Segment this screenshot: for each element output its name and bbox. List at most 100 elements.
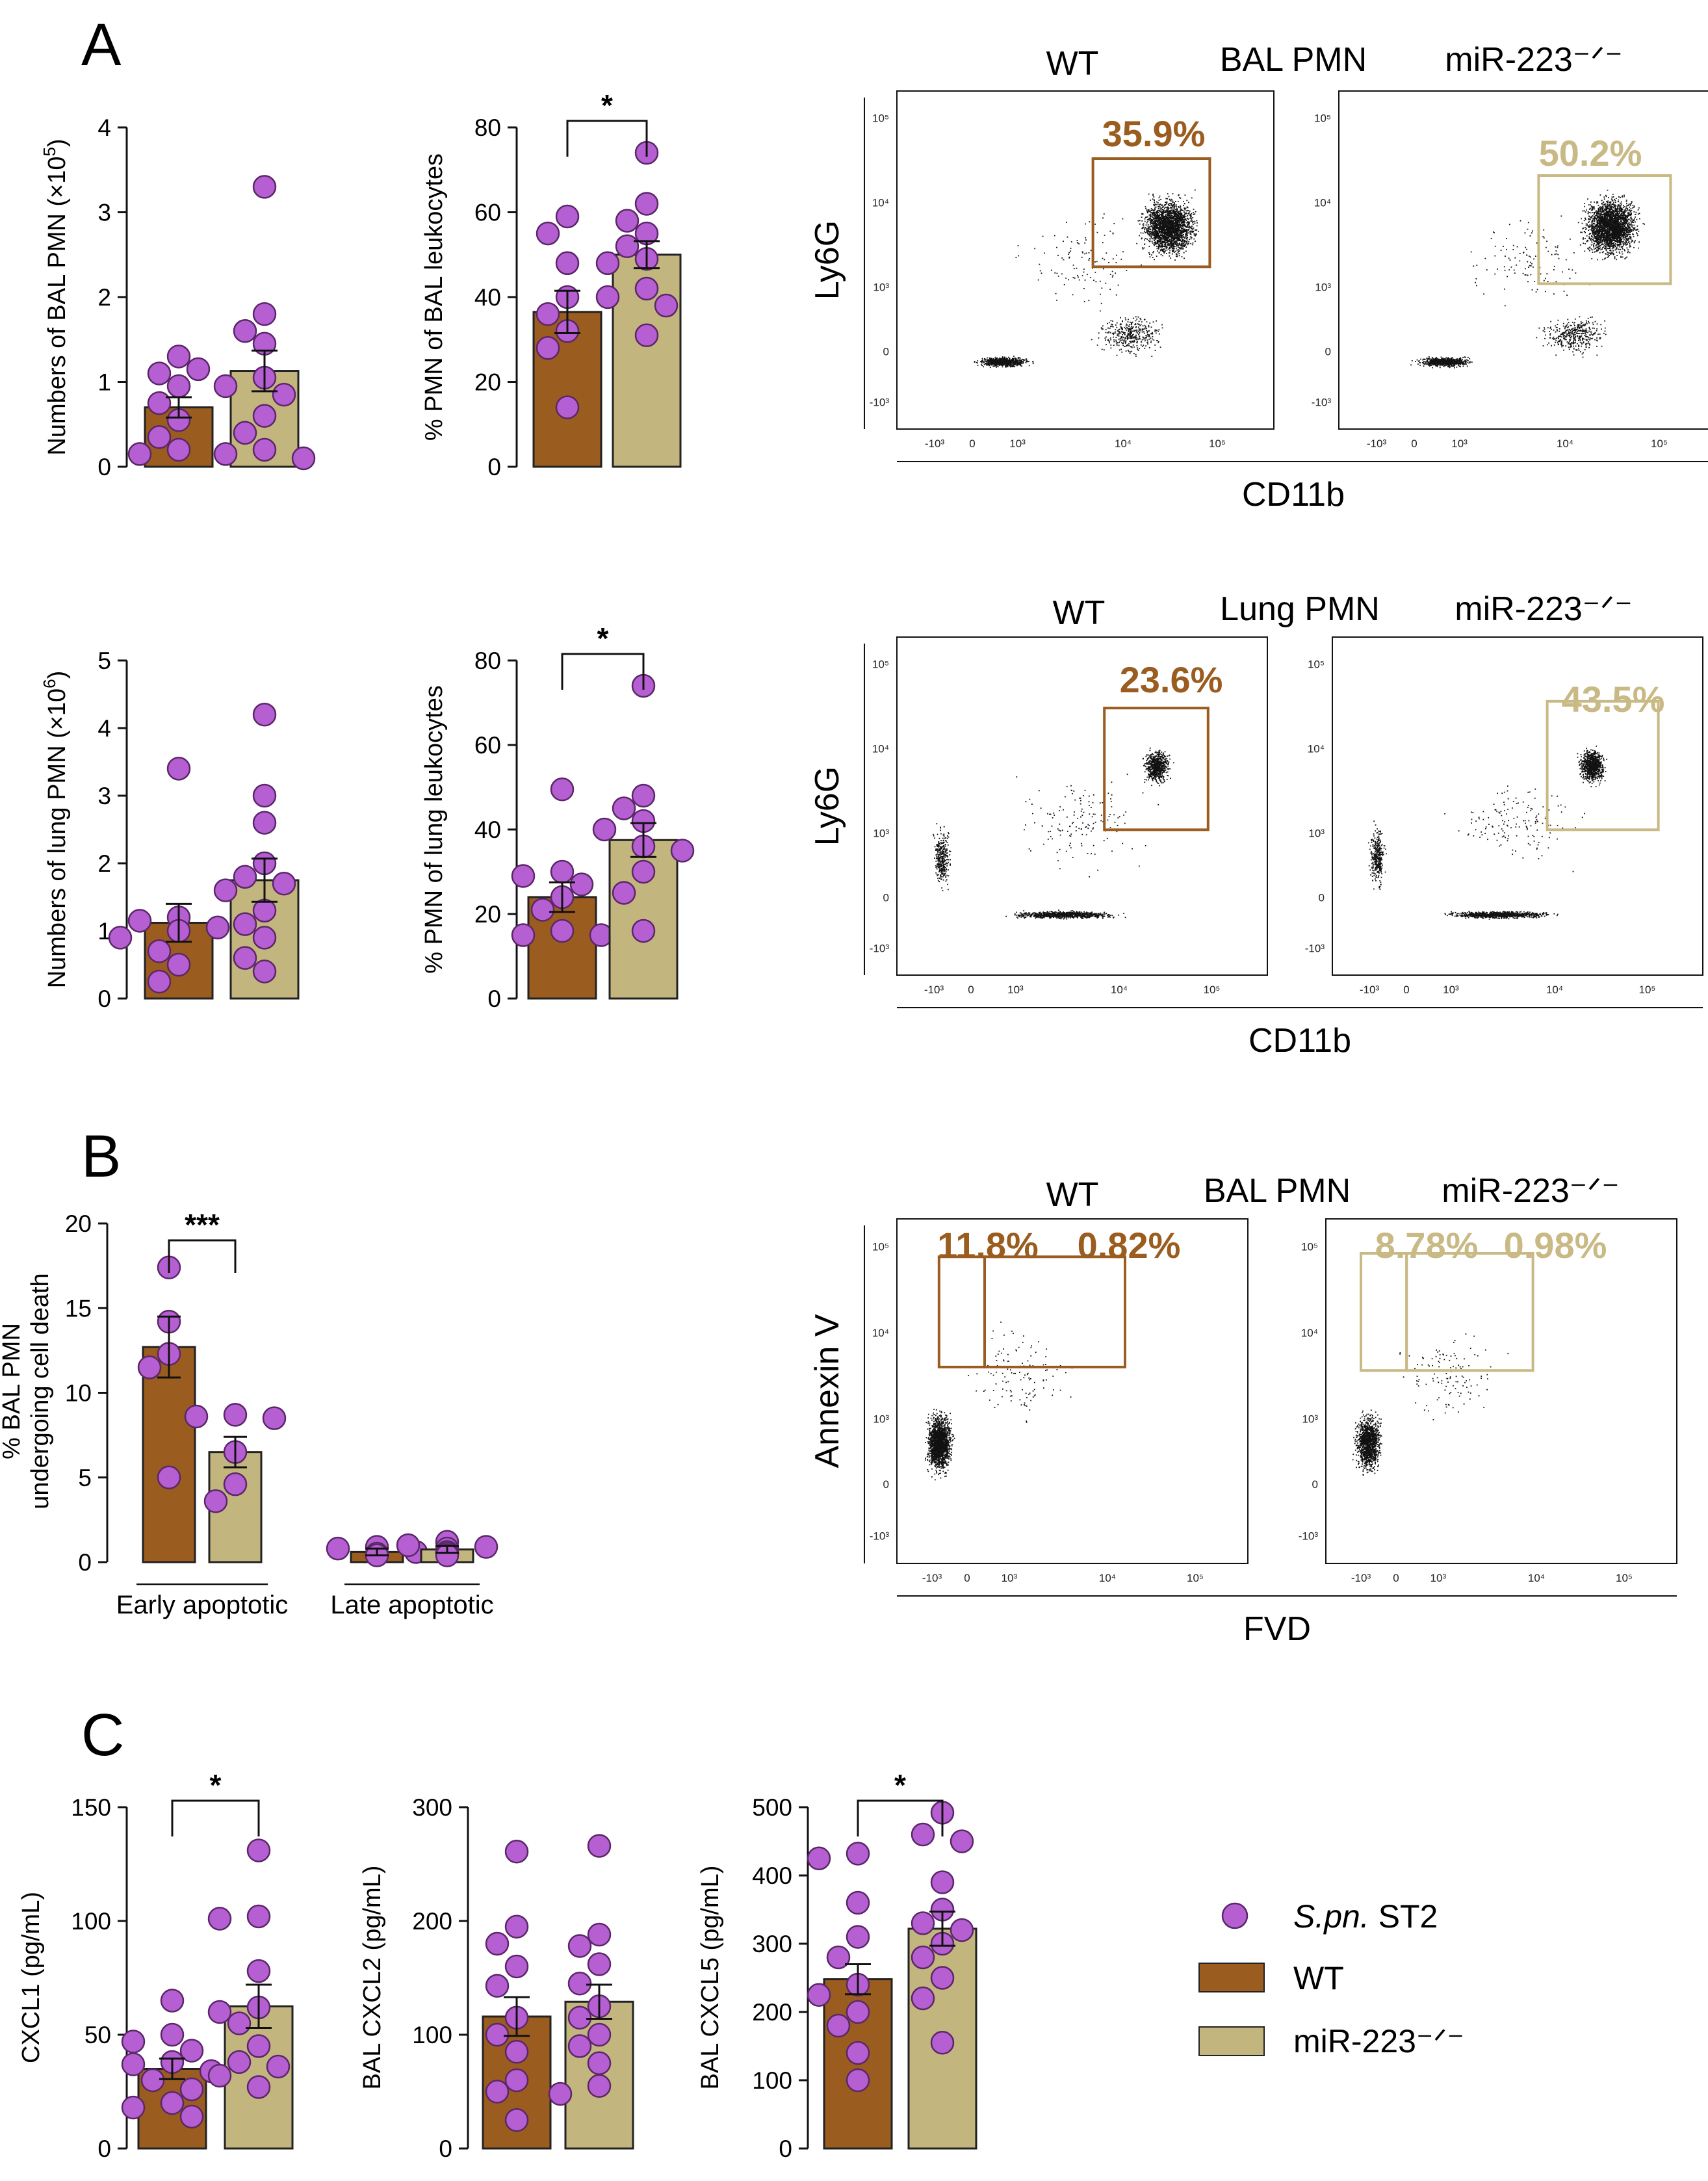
data-point [587, 1952, 612, 1976]
data-point [911, 1945, 935, 1970]
y-tick-label: 1 [97, 369, 111, 396]
y-tick-label: 400 [752, 1862, 792, 1889]
flow-y-tick-label: -10³ [870, 396, 890, 408]
y-tick-label: 100 [71, 1908, 111, 1935]
flow-x-label: CD11b [1242, 476, 1345, 514]
data-point [504, 1914, 529, 1939]
y-tick-label: 300 [412, 1794, 452, 1821]
data-point [612, 881, 636, 905]
data-point [911, 1986, 935, 2011]
data-point [223, 1472, 248, 1496]
data-point [807, 1846, 831, 1870]
data-point [550, 919, 575, 943]
data-point [213, 878, 238, 902]
flow-y-tick-label: 0 [1319, 891, 1325, 904]
x-category-label: Early apoptotic [116, 1591, 289, 1619]
data-point [160, 2091, 185, 2115]
data-point [555, 395, 580, 419]
data-point [587, 2074, 612, 2098]
data-point [121, 2095, 146, 2120]
y-axis-label-main: BAL CXCL5 (pg/mL) [697, 1866, 724, 2090]
flow-plot-frame [1338, 90, 1708, 430]
y-tick-label: 3 [97, 200, 111, 226]
data-point [252, 783, 277, 808]
data-point [246, 1904, 271, 1929]
flow-y-tick-label: -10³ [870, 942, 890, 954]
flow-wt-title: WT [1053, 594, 1106, 632]
legend-wt-label: WT [1293, 1960, 1344, 1996]
flow-x-tick-label: -10³ [1360, 984, 1380, 996]
flow-plot-frame [1325, 1218, 1677, 1564]
chart-cxcl1: 0 50 100 150 CXCL1 (pg/mL) * [18, 1768, 294, 2162]
flow-y-tick-label: 10⁴ [1301, 1327, 1318, 1339]
data-point [166, 438, 191, 462]
flow-y-tick-label: 10³ [1315, 281, 1331, 294]
data-point [911, 1911, 935, 1935]
data-point [252, 302, 277, 326]
data-point [569, 872, 594, 896]
data-point [634, 192, 659, 216]
flow-bal-pmn: WT BAL PMN miR-223⁻ᐟ⁻ Ly6G CD11b -10³ 0 10³ 10⁴ 1… [809, 41, 1708, 514]
flow-x-tick-label: 10⁴ [1546, 984, 1563, 996]
data-point [166, 345, 191, 369]
flow-y-tick-label: 0 [883, 1478, 889, 1491]
data-point [252, 175, 277, 199]
y-tick-label: 2 [97, 850, 111, 877]
data-point [615, 234, 640, 258]
legend-swatch-ko [1198, 2026, 1265, 2056]
data-point [567, 2005, 592, 2030]
y-axis-label-main: % PMN of lung leukocytes [421, 685, 448, 974]
chart-lung-pmn-percent: 0 20 40 60 80 % PMN of lung leukocytes * [421, 621, 695, 1012]
significance-label: *** [185, 1208, 220, 1242]
significance-bracket [171, 1799, 260, 1836]
data-point [550, 777, 575, 802]
y-tick-label: 20 [65, 1210, 92, 1237]
y-tick-label: 60 [474, 732, 501, 759]
flow-gate [1091, 157, 1211, 268]
chart-apoptosis: 0 5 10 15 20 % BAL PMN undergoing cell death Ea… [0, 1208, 498, 1619]
flow-y-tick-label: 0 [1312, 1478, 1318, 1491]
data-point [186, 357, 211, 382]
flow-ko-title: miR-223⁻ᐟ⁻ [1445, 41, 1622, 79]
y-tick-label: 4 [97, 114, 111, 141]
data-point [846, 2068, 870, 2093]
data-point [807, 1983, 831, 2007]
y-tick-label: 0 [97, 2135, 111, 2162]
data-point [184, 1404, 209, 1429]
flow-events [925, 1321, 1073, 1481]
y-axis-label: % PMN of lung leukocytes [421, 685, 448, 974]
significance-label: * [210, 1768, 222, 1802]
flow-x-tick-label: -10³ [924, 984, 944, 996]
flow-title: Lung PMN [1220, 590, 1380, 628]
flow-x-tick-label: 10⁴ [1111, 984, 1128, 996]
data-point [147, 969, 172, 994]
chart-lung-pmn-numbers: 0 1 2 3 4 5 Numbers of lung PMN (×106) [40, 647, 300, 1012]
flow-x-tick-label: 0 [969, 438, 975, 450]
data-point [595, 285, 620, 309]
data-point [207, 2063, 232, 2088]
data-point [631, 783, 656, 808]
data-point [504, 2108, 529, 2132]
y-axis-label: BAL CXCL5 (pg/mL) [697, 1866, 724, 2090]
data-point [511, 923, 536, 947]
data-point [950, 1918, 974, 1942]
flow-title: BAL PMN [1204, 1172, 1351, 1210]
flow-y-tick-label: -10³ [870, 1530, 890, 1543]
data-point [326, 1536, 350, 1561]
chart-bal-pmn-percent: 0 20 40 60 80 % PMN of BAL leukocytes * [421, 88, 682, 480]
flow-gate [1103, 707, 1210, 831]
flow-plot-frame [896, 90, 1275, 430]
flow-y-tick-label: 10³ [873, 281, 889, 294]
data-point [930, 1966, 955, 1990]
data-point [108, 926, 133, 950]
data-point [846, 1890, 870, 1915]
data-point [634, 276, 659, 301]
flow-x-tick-label: 0 [964, 1572, 970, 1584]
data-point [233, 319, 257, 343]
y-tick-label: 15 [65, 1295, 92, 1322]
data-point [567, 1972, 592, 1996]
y-axis-label-main: % PMN of BAL leukocytes [421, 153, 448, 441]
data-point [536, 302, 560, 326]
data-point [550, 859, 575, 884]
flow-x-tick-label: -10³ [925, 438, 945, 450]
